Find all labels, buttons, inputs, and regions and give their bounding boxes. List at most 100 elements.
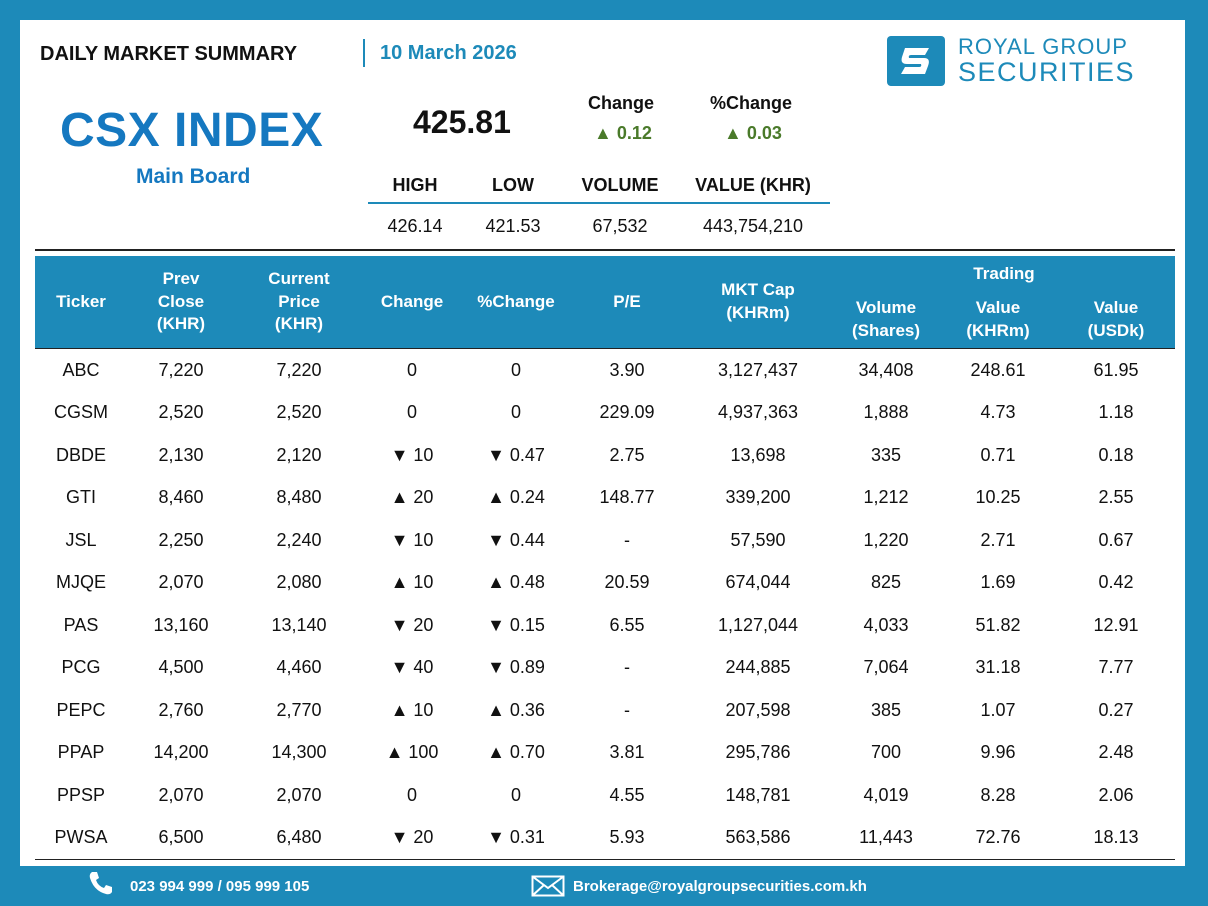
cell-pct-change: 0 [461, 348, 571, 392]
cell-pct-change: ▲ 0.70 [487, 742, 545, 763]
cell-pct-change: 0 [510, 402, 521, 423]
cell-value-usd: 7.77 [1098, 657, 1134, 678]
footer-phone: 023 994 999 / 095 999 105 [130, 878, 310, 895]
cell-current-price: 14,300 [271, 742, 327, 763]
col-header-current-price: Current Price (KHR) [235, 256, 363, 349]
cell-prev-close: 7,220 [127, 348, 235, 392]
cell-prev-close: 2,130 [158, 444, 204, 465]
royal-group-logo-icon [887, 36, 945, 86]
cell-pe: 2.75 [609, 444, 645, 465]
cell-ticker: ABC [35, 348, 127, 392]
cell-prev-close: 2,250 [158, 529, 204, 550]
cell-volume: 4,019 [863, 784, 909, 805]
cell-current-price: 2,120 [276, 444, 322, 465]
cell-pct-change: ▼ 0.89 [487, 657, 545, 678]
cell-value-khr: 1.07 [980, 699, 1016, 720]
cell-pe: - [624, 529, 630, 550]
cell-pe: 3.90 [571, 348, 683, 392]
cell-ticker: PPAP [57, 742, 105, 763]
market-table: Ticker Prev Close (KHR) Current Price (K… [35, 256, 1175, 860]
col-header-value-usd-line1: Value [1093, 298, 1139, 318]
cell-mkt-cap: 244,885 [725, 657, 791, 678]
cell-current-price: 6,480 [235, 816, 363, 860]
stat-header-high: HIGH [368, 168, 462, 204]
cell-pct-change: 0 [510, 784, 521, 805]
col-header-change: Change [363, 256, 461, 349]
col-header-value-khr-line1: Value [975, 298, 1021, 318]
cell-volume: 385 [870, 699, 902, 720]
stat-low: 421.53 [485, 215, 541, 236]
cell-value-usd: 0.27 [1098, 699, 1134, 720]
cell-ticker: PCG [61, 657, 101, 678]
cell-ticker: GTI [66, 487, 96, 508]
cell-ticker: CGSM [54, 402, 108, 423]
table-row: PPSP 2,070 2,070 0 0 4.55 148,781 4,019 8.28 2.06 [35, 774, 1175, 817]
cell-ticker: PEPC [56, 699, 106, 720]
cell-value-usd: 0.42 [1098, 572, 1134, 593]
col-header-pe: P/E [571, 256, 683, 349]
cell-current-price: 13,140 [271, 614, 327, 635]
cell-volume: 4,033 [863, 614, 909, 635]
table-row: MJQE 2,070 2,080 ▲ 10 ▲ 0.48 20.59 674,044 825 1… [35, 562, 1175, 605]
cell-current-price: 4,460 [276, 657, 322, 678]
col-header-current-price-line1: Current [268, 268, 330, 288]
cell-pe: 3.81 [609, 742, 645, 763]
cell-prev-close: 4,500 [158, 657, 204, 678]
cell-current-price: 2,070 [276, 784, 322, 805]
cell-value-usd: 2.55 [1098, 487, 1134, 508]
cell-pe: 229.09 [599, 402, 655, 423]
cell-value-khr: 51.82 [975, 614, 1021, 635]
cell-prev-close: 13,160 [153, 614, 209, 635]
cell-change: 0 [363, 348, 461, 392]
cell-pe: 20.59 [604, 572, 650, 593]
table-row: PPAP 14,200 14,300 ▲ 100 ▲ 0.70 3.81 295,786 70… [35, 732, 1175, 775]
index-stats-table: HIGH LOW VOLUME VALUE (KHR) 426.14 421.5… [368, 168, 830, 248]
cell-value-khr: 248.61 [939, 348, 1057, 392]
cell-ticker: PWSA [35, 816, 127, 860]
summary-card: DAILY MARKET SUMMARY 10 March 2026 ROYAL… [20, 20, 1185, 866]
logo-line-1: ROYAL GROUP [958, 34, 1128, 59]
cell-value-khr: 2.71 [980, 529, 1016, 550]
col-header-current-price-line3: (KHR) [274, 314, 324, 334]
cell-change: ▲ 10 [390, 699, 434, 720]
cell-pct-change: ▼ 0.47 [487, 444, 545, 465]
cell-mkt-cap: 207,598 [725, 699, 791, 720]
cell-ticker: MJQE [55, 572, 106, 593]
cell-current-price: 2,080 [276, 572, 322, 593]
cell-volume: 335 [870, 444, 902, 465]
cell-pct-change: ▲ 0.36 [487, 699, 545, 720]
table-row: JSL 2,250 2,240 ▼ 10 ▼ 0.44 - 57,590 1,220 2.71 0… [35, 519, 1175, 562]
stat-header-volume: VOLUME [564, 168, 676, 204]
cell-prev-close: 2,760 [158, 699, 204, 720]
col-header-current-price-line2: Price [278, 291, 320, 311]
cell-pct-change: ▲ 0.24 [487, 487, 545, 508]
cell-change: 0 [406, 402, 417, 423]
footer-email: Brokerage@royalgroupsecurities.com.kh [573, 878, 867, 895]
cell-value-usd: 0.18 [1098, 444, 1134, 465]
cell-mkt-cap: 57,590 [730, 529, 786, 550]
col-header-value-khr-line2: (KHRm) [966, 321, 1030, 340]
cell-volume: 1,888 [863, 402, 909, 423]
index-name: CSX INDEX [60, 104, 324, 157]
table-row: ABC 7,220 7,220 0 0 3.90 3,127,437 34,408 248.61… [35, 348, 1175, 392]
table-row: PEPC 2,760 2,770 ▲ 10 ▲ 0.36 - 207,598 385 1.07 0… [35, 689, 1175, 732]
header-divider [35, 249, 1175, 251]
cell-pct-change: ▲ 0.48 [487, 572, 545, 593]
cell-ticker: PAS [63, 614, 99, 635]
table-row: PCG 4,500 4,460 ▼ 40 ▼ 0.89 - 244,885 7,064 31.1… [35, 647, 1175, 690]
cell-current-price: 2,240 [276, 529, 322, 550]
cell-value-khr: 1.69 [980, 572, 1016, 593]
cell-mkt-cap: 563,586 [683, 816, 833, 860]
cell-mkt-cap: 1,127,044 [717, 614, 799, 635]
title-divider [363, 39, 365, 67]
cell-mkt-cap: 148,781 [725, 784, 791, 805]
board-label: Main Board [136, 165, 251, 188]
cell-change: ▲ 100 [385, 742, 439, 763]
col-header-trading: Trading [833, 256, 1175, 292]
col-header-mkt-cap-line2: (KHRm) [726, 303, 790, 322]
cell-prev-close: 2,070 [158, 572, 204, 593]
cell-pct-change: ▼ 0.44 [487, 529, 545, 550]
cell-prev-close: 14,200 [153, 742, 209, 763]
cell-value-khr: 8.28 [980, 784, 1016, 805]
cell-volume: 825 [870, 572, 902, 593]
